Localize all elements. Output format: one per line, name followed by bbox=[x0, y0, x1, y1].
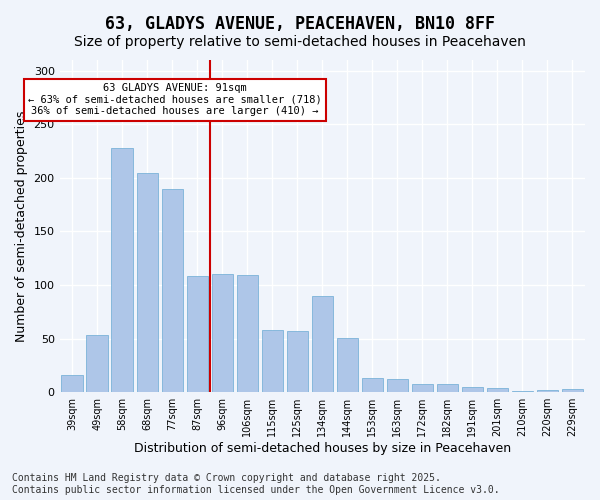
Bar bbox=[236, 276, 258, 392]
Text: 63, GLADYS AVENUE, PEACEHAVEN, BN10 8FF: 63, GLADYS AVENUE, PEACEHAVEN, BN10 8FF bbox=[105, 15, 495, 33]
Bar bbox=[311, 296, 333, 392]
Bar bbox=[137, 172, 158, 392]
Bar bbox=[187, 276, 208, 392]
Text: Size of property relative to semi-detached houses in Peacehaven: Size of property relative to semi-detach… bbox=[74, 35, 526, 49]
Bar bbox=[487, 388, 508, 392]
Bar bbox=[412, 384, 433, 392]
Bar bbox=[512, 391, 533, 392]
Text: 63 GLADYS AVENUE: 91sqm
← 63% of semi-detached houses are smaller (718)
36% of s: 63 GLADYS AVENUE: 91sqm ← 63% of semi-de… bbox=[28, 84, 322, 116]
Bar bbox=[112, 148, 133, 392]
Bar bbox=[337, 338, 358, 392]
Bar bbox=[287, 331, 308, 392]
X-axis label: Distribution of semi-detached houses by size in Peacehaven: Distribution of semi-detached houses by … bbox=[134, 442, 511, 455]
Bar bbox=[562, 389, 583, 392]
Bar bbox=[537, 390, 558, 392]
Bar bbox=[437, 384, 458, 392]
Bar bbox=[61, 375, 83, 392]
Y-axis label: Number of semi-detached properties: Number of semi-detached properties bbox=[15, 110, 28, 342]
Text: Contains HM Land Registry data © Crown copyright and database right 2025.
Contai: Contains HM Land Registry data © Crown c… bbox=[12, 474, 500, 495]
Bar bbox=[86, 336, 108, 392]
Bar bbox=[362, 378, 383, 392]
Bar bbox=[262, 330, 283, 392]
Bar bbox=[387, 380, 408, 392]
Bar bbox=[212, 274, 233, 392]
Bar bbox=[462, 387, 483, 392]
Bar bbox=[161, 188, 183, 392]
